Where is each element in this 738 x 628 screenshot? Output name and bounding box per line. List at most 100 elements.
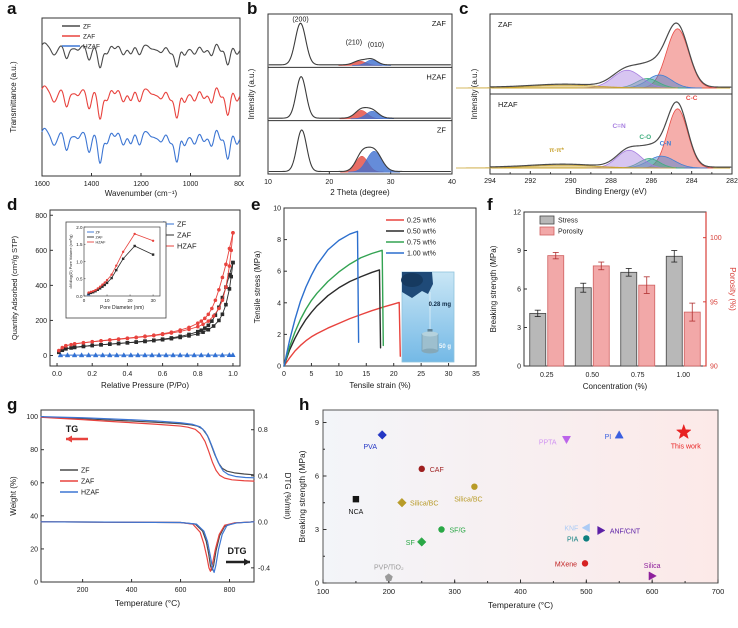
svg-text:0.8: 0.8 bbox=[258, 427, 268, 434]
panel-e: e 0 5 10 15 20 25 30 35 0 2 4 6 8 10 Tensile strain (%… bbox=[248, 196, 484, 398]
svg-text:SF: SF bbox=[406, 540, 415, 547]
svg-text:ANF/CNT: ANF/CNT bbox=[610, 528, 641, 535]
svg-text:PVP/TiO₂: PVP/TiO₂ bbox=[374, 565, 404, 572]
svg-text:1.0: 1.0 bbox=[76, 259, 83, 264]
svg-text:282: 282 bbox=[726, 178, 738, 185]
panel-c-letter: c bbox=[459, 0, 469, 18]
svg-text:Weight (%): Weight (%) bbox=[9, 476, 18, 516]
svg-text:700: 700 bbox=[712, 587, 725, 596]
svg-text:20: 20 bbox=[325, 179, 333, 186]
svg-text:0: 0 bbox=[517, 364, 521, 371]
svg-text:100: 100 bbox=[26, 414, 38, 421]
svg-text:294: 294 bbox=[484, 178, 496, 185]
svg-text:Quantity Adsorbed (cm³/g STP): Quantity Adsorbed (cm³/g STP) bbox=[10, 235, 19, 340]
panel-h-chart: 100 200 300 400 500 600 700 0 3 6 9 Temperature (°C… bbox=[297, 409, 725, 610]
svg-text:PI: PI bbox=[605, 434, 612, 441]
svg-text:Silica/BC: Silica/BC bbox=[410, 501, 438, 508]
svg-text:C-N: C-N bbox=[660, 141, 672, 148]
svg-text:60: 60 bbox=[30, 480, 38, 487]
svg-text:0.50 wt%: 0.50 wt% bbox=[407, 229, 436, 236]
svg-text:(200): (200) bbox=[292, 16, 308, 23]
svg-text:Pore Diameter (nm): Pore Diameter (nm) bbox=[100, 305, 144, 311]
svg-text:200: 200 bbox=[77, 587, 89, 594]
svg-text:PVA: PVA bbox=[364, 444, 378, 451]
svg-text:1400: 1400 bbox=[84, 181, 100, 188]
svg-text:ZF: ZF bbox=[81, 468, 90, 475]
svg-text:6: 6 bbox=[315, 471, 319, 480]
svg-text:8: 8 bbox=[277, 237, 281, 244]
svg-text:2: 2 bbox=[277, 332, 281, 339]
svg-text:Binding Energy (eV): Binding Energy (eV) bbox=[575, 187, 647, 196]
panel-g-chart: 200 400 600 800 0 20 40 60 80 100 0.8 0.4 0.0 -0.4 Tem… bbox=[9, 409, 292, 608]
panel-a-letter: a bbox=[7, 0, 17, 18]
panel-a-chart: 1600 1400 1200 1000 800 Wavenumber (cm⁻¹) Tran… bbox=[9, 17, 244, 198]
svg-text:200: 200 bbox=[383, 587, 396, 596]
svg-text:C=N: C=N bbox=[612, 123, 625, 130]
svg-text:0.6: 0.6 bbox=[158, 371, 168, 378]
svg-text:10: 10 bbox=[273, 206, 281, 213]
svg-text:This work: This work bbox=[671, 443, 701, 450]
svg-text:0.75 wt%: 0.75 wt% bbox=[407, 240, 436, 247]
svg-text:800: 800 bbox=[224, 587, 236, 594]
svg-text:800: 800 bbox=[35, 213, 47, 220]
svg-text:10: 10 bbox=[335, 371, 343, 378]
svg-text:1200: 1200 bbox=[133, 181, 149, 188]
panel-f-letter: f bbox=[487, 195, 493, 214]
svg-text:ZAF: ZAF bbox=[432, 19, 447, 28]
svg-text:0: 0 bbox=[277, 364, 281, 371]
svg-text:0.5: 0.5 bbox=[76, 277, 83, 282]
svg-text:3: 3 bbox=[517, 325, 521, 332]
svg-text:95: 95 bbox=[710, 299, 718, 306]
panel-c: c 294 292 290 288 286 284 282 Binding Energy (e… bbox=[456, 0, 738, 198]
svg-text:15: 15 bbox=[362, 371, 370, 378]
svg-text:0.50: 0.50 bbox=[585, 372, 599, 379]
svg-text:600: 600 bbox=[646, 587, 659, 596]
svg-text:Tensile strain (%): Tensile strain (%) bbox=[349, 381, 411, 390]
svg-text:KNF: KNF bbox=[564, 526, 578, 533]
svg-text:1.00 wt%: 1.00 wt% bbox=[407, 251, 436, 258]
svg-text:20: 20 bbox=[128, 298, 134, 303]
svg-text:0.75: 0.75 bbox=[631, 372, 645, 379]
svg-text:0: 0 bbox=[34, 580, 38, 587]
svg-text:dV/dlog(D) Pore Volume (cm³/g): dV/dlog(D) Pore Volume (cm³/g) bbox=[69, 234, 73, 289]
svg-text:0.0: 0.0 bbox=[258, 519, 268, 526]
svg-text:PPTA: PPTA bbox=[539, 439, 557, 446]
panel-g-letter: g bbox=[7, 395, 18, 414]
svg-text:600: 600 bbox=[175, 587, 187, 594]
svg-text:NCA: NCA bbox=[349, 509, 364, 516]
svg-text:4: 4 bbox=[277, 300, 281, 307]
svg-text:200: 200 bbox=[35, 318, 47, 325]
svg-text:30: 30 bbox=[445, 371, 453, 378]
svg-text:35: 35 bbox=[472, 371, 480, 378]
svg-text:1.00: 1.00 bbox=[676, 372, 690, 379]
panel-d-chart: 0.0 0.2 0.4 0.6 0.8 1.00200400600800Relative … bbox=[10, 209, 241, 390]
svg-text:284: 284 bbox=[686, 178, 698, 185]
svg-text:0.4: 0.4 bbox=[123, 371, 133, 378]
panel-c-chart: 294 292 290 288 286 284 282 Binding Energy (eV)… bbox=[456, 13, 738, 196]
svg-text:Concentration (%): Concentration (%) bbox=[583, 382, 648, 391]
panel-d-letter: d bbox=[7, 195, 18, 214]
panel-d: d 0.0 0.2 0.4 0.6 0.8 1.0 0 200 400 600 800 Relativ… bbox=[4, 195, 248, 398]
svg-text:(210): (210) bbox=[346, 39, 362, 46]
panel-e-chart: 0 5 10 15 20 25 30 35 0 2 4 6 8 10 Tensile strain (%) T… bbox=[253, 206, 480, 391]
svg-text:0.0: 0.0 bbox=[52, 371, 62, 378]
panel-b-chart: 10 20 30 40 2 Theta (degree) Intensity (a.u.)… bbox=[247, 13, 456, 197]
svg-text:9: 9 bbox=[315, 418, 319, 427]
svg-text:0.4: 0.4 bbox=[258, 473, 268, 480]
svg-text:HZAF: HZAF bbox=[177, 242, 197, 251]
svg-text:Silica/BC: Silica/BC bbox=[454, 497, 482, 504]
svg-text:PIA: PIA bbox=[567, 536, 579, 543]
svg-text:ZF: ZF bbox=[437, 126, 447, 135]
svg-text:Relative Pressure (P/Po): Relative Pressure (P/Po) bbox=[101, 381, 189, 390]
svg-text:1.5: 1.5 bbox=[76, 242, 83, 247]
svg-text:0.25 wt%: 0.25 wt% bbox=[407, 218, 436, 225]
svg-text:10: 10 bbox=[264, 179, 272, 186]
panel-a: a 1600 1400 1200 1000 800 Wavenumber (cm⁻¹) Tr… bbox=[4, 0, 244, 198]
svg-text:ZAF: ZAF bbox=[83, 34, 95, 41]
svg-text:Stress: Stress bbox=[558, 218, 578, 225]
svg-text:Temperature (°C): Temperature (°C) bbox=[115, 598, 180, 608]
svg-text:0.0: 0.0 bbox=[76, 294, 83, 299]
svg-text:Porosity (%): Porosity (%) bbox=[728, 267, 737, 311]
svg-text:30: 30 bbox=[387, 179, 395, 186]
svg-text:Silica: Silica bbox=[644, 563, 661, 570]
